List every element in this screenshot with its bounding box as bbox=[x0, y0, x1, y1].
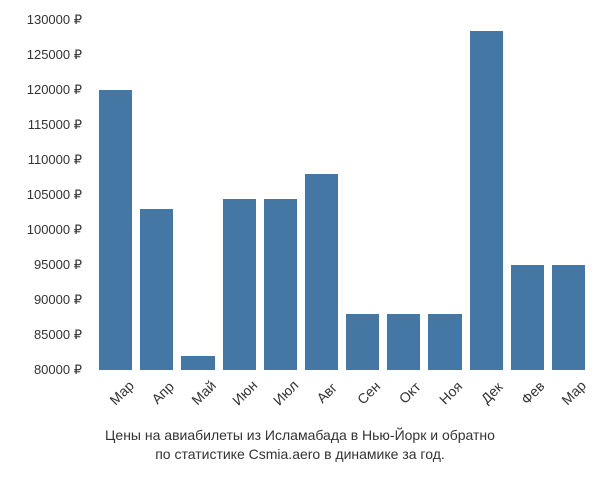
x-label-text: Май bbox=[188, 377, 219, 408]
x-axis: МарАпрМайИюнИюлАвгСенОктНояДекФевМар bbox=[95, 375, 585, 425]
y-tick: 80000 ₽ bbox=[34, 362, 82, 378]
x-label-text: Мар bbox=[559, 377, 590, 408]
bars-container bbox=[95, 20, 585, 370]
x-label: Авг bbox=[305, 375, 338, 425]
y-tick: 130000 ₽ bbox=[27, 12, 82, 28]
x-label-text: Мар bbox=[106, 377, 137, 408]
y-axis: 80000 ₽85000 ₽90000 ₽95000 ₽100000 ₽1050… bbox=[0, 20, 90, 370]
chart-area bbox=[95, 20, 585, 370]
x-label: Дек bbox=[470, 375, 503, 425]
x-label: Сен bbox=[346, 375, 379, 425]
x-label: Окт bbox=[387, 375, 420, 425]
x-label-text: Фев bbox=[518, 378, 548, 408]
x-label: Июн bbox=[223, 375, 256, 425]
y-tick: 90000 ₽ bbox=[34, 292, 82, 308]
y-tick: 100000 ₽ bbox=[27, 222, 82, 238]
x-label-text: Ноя bbox=[436, 378, 465, 407]
bar bbox=[264, 199, 297, 371]
bar bbox=[140, 209, 173, 370]
y-tick: 120000 ₽ bbox=[27, 82, 82, 98]
bar bbox=[99, 90, 132, 370]
x-label: Июл bbox=[264, 375, 297, 425]
x-label: Мар bbox=[552, 375, 585, 425]
x-label-text: Июл bbox=[270, 377, 301, 408]
x-label: Мар bbox=[99, 375, 132, 425]
y-tick: 95000 ₽ bbox=[34, 257, 82, 273]
y-tick: 105000 ₽ bbox=[27, 187, 82, 203]
caption-line-1: Цены на авиабилеты из Исламабада в Нью-Й… bbox=[0, 426, 600, 446]
x-label-text: Окт bbox=[395, 379, 423, 407]
chart-caption: Цены на авиабилеты из Исламабада в Нью-Й… bbox=[0, 426, 600, 465]
x-label: Фев bbox=[511, 375, 544, 425]
bar bbox=[346, 314, 379, 370]
bar bbox=[428, 314, 461, 370]
bar bbox=[470, 31, 503, 371]
y-tick: 125000 ₽ bbox=[27, 47, 82, 63]
bar bbox=[181, 356, 214, 370]
x-label-text: Июн bbox=[229, 377, 260, 408]
x-label: Май bbox=[181, 375, 214, 425]
x-label-text: Сен bbox=[354, 378, 383, 407]
y-tick: 115000 ₽ bbox=[28, 117, 82, 133]
bar bbox=[223, 199, 256, 371]
bar bbox=[511, 265, 544, 370]
x-label-text: Апр bbox=[148, 378, 177, 407]
y-tick: 110000 ₽ bbox=[28, 152, 82, 168]
caption-line-2: по статистике Csmia.aero в динамике за г… bbox=[0, 445, 600, 465]
x-label-text: Авг bbox=[314, 379, 341, 406]
y-tick: 85000 ₽ bbox=[34, 327, 82, 343]
bar bbox=[387, 314, 420, 370]
x-label: Апр bbox=[140, 375, 173, 425]
bar bbox=[305, 174, 338, 370]
bar bbox=[552, 265, 585, 370]
x-label-text: Дек bbox=[478, 379, 506, 407]
x-label: Ноя bbox=[428, 375, 461, 425]
